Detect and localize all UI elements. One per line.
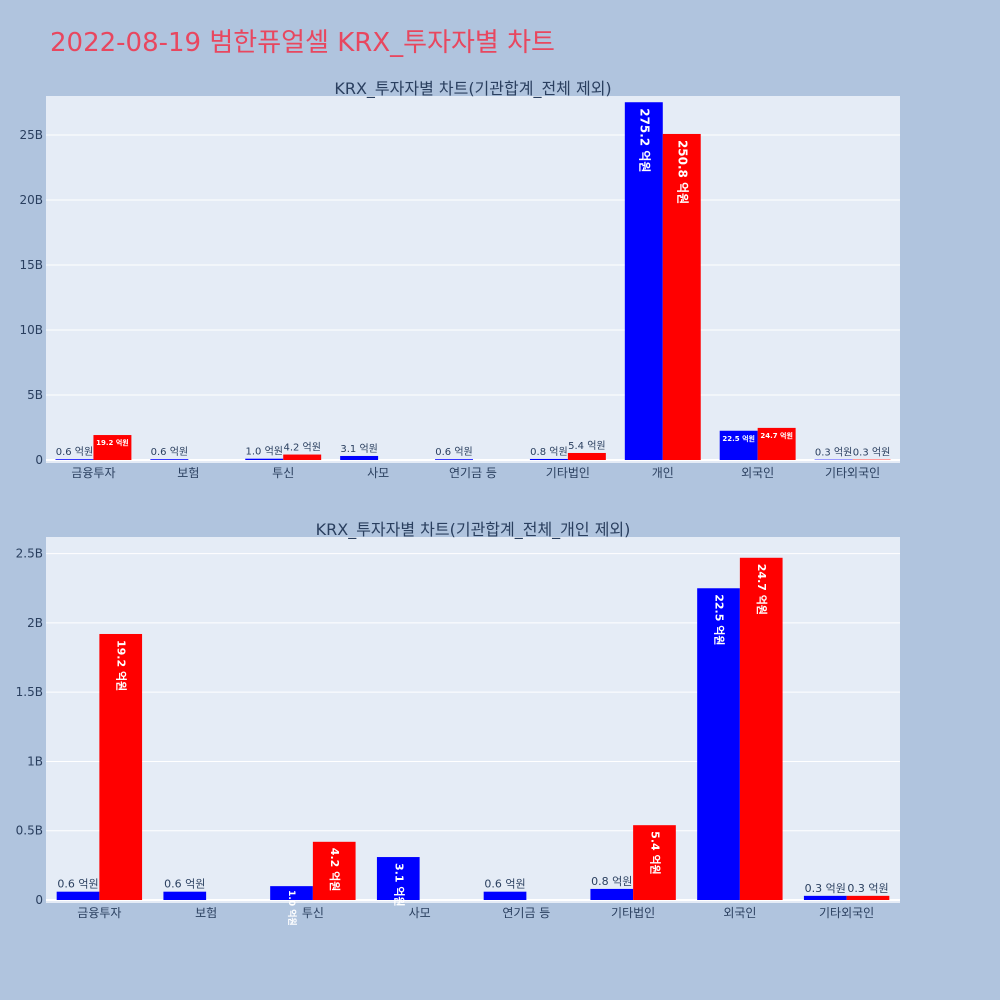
data-label: 0.3 억원 <box>815 447 852 459</box>
x-tick-label: 투신 <box>272 466 294 480</box>
bar <box>662 133 701 460</box>
data-label: 0.6 억원 <box>484 878 525 891</box>
bar <box>567 452 606 460</box>
bar <box>697 588 740 900</box>
y-tick-label: 0 <box>35 893 43 907</box>
x-tick-label: 외국인 <box>741 466 774 480</box>
x-tick-label: 사모 <box>367 466 389 480</box>
x-tick-label: 연기금 등 <box>449 466 497 480</box>
bar <box>150 459 189 460</box>
bar <box>483 891 527 900</box>
y-tick-label: 5B <box>27 388 43 402</box>
bar <box>624 102 663 461</box>
data-label: 0.3 억원 <box>853 447 890 459</box>
data-label: 22.5 억원 <box>722 434 755 443</box>
data-label: 0.6 억원 <box>151 446 188 458</box>
bar <box>590 888 634 900</box>
y-tick-label: 10B <box>19 323 43 337</box>
bar <box>93 435 132 460</box>
bar <box>633 825 676 900</box>
y-tick-label: 2B <box>27 616 43 630</box>
x-tick-label: 기타외국인 <box>819 906 874 920</box>
bar <box>56 891 100 900</box>
data-label: 0.3 억원 <box>847 882 888 895</box>
x-tick-label: 보험 <box>177 466 199 480</box>
bar <box>163 891 207 900</box>
data-label: 0.8 억원 <box>591 875 632 888</box>
bar <box>757 427 796 460</box>
x-tick-label: 투신 <box>302 906 324 920</box>
bar <box>340 455 379 460</box>
bar <box>803 895 847 900</box>
data-label: 24.7 억원 <box>760 431 793 440</box>
x-tick-label: 보험 <box>195 906 217 920</box>
x-tick-label: 기타외국인 <box>825 466 880 480</box>
data-label: 0.8 억원 <box>530 446 567 458</box>
y-tick-label: 15B <box>19 258 43 272</box>
data-label: 0.6 억원 <box>57 878 98 891</box>
data-label: 250.8 억원 <box>675 140 689 204</box>
data-label: 19.2 억원 <box>115 640 129 691</box>
y-tick-label: 0.5B <box>16 824 43 838</box>
data-label: 4.2 억원 <box>328 848 342 892</box>
data-label: 24.7 억원 <box>755 564 769 615</box>
x-tick-label: 개인 <box>652 466 674 480</box>
data-label: 3.1 억원 <box>392 863 406 907</box>
bar <box>529 458 568 460</box>
chart-1: 0 5B 10B 15B 20B 25B KRX_투자자별 차트(기관합계_전체 제외) 금융… <box>19 79 900 480</box>
page-title: 2022-08-19 범한퓨얼셀 KRX_투자자별 차트 <box>50 28 555 58</box>
data-label: 22.5 억원 <box>713 594 727 645</box>
data-label: 4.2 억원 <box>283 442 320 454</box>
y-tick-label: 0 <box>35 453 43 467</box>
bar <box>435 459 473 460</box>
data-label: 19.2 억원 <box>96 438 129 447</box>
data-label: 5.4 억원 <box>568 440 605 452</box>
bar <box>312 841 356 900</box>
y-tick-label: 1.5B <box>16 685 43 699</box>
bar <box>99 633 143 900</box>
data-label: 1.0 억원 <box>246 446 283 458</box>
chart-title: KRX_투자자별 차트(기관합계_전체_개인 제외) <box>316 520 631 540</box>
x-tick-label: 기타법인 <box>546 466 590 480</box>
x-tick-label: 외국인 <box>723 906 756 920</box>
bar <box>270 886 313 900</box>
y-tick-label: 25B <box>19 128 43 142</box>
y-tick-label: 20B <box>19 193 43 207</box>
chart-2: 0 0.5B 1B 1.5B 2B 2.5B KRX_투자자별 차트(기관합계_전체_개인 … <box>16 520 900 926</box>
x-tick-label: 금융투자 <box>71 466 115 480</box>
data-label: 0.6 억원 <box>164 878 205 891</box>
data-label: 1.0 억원 <box>286 890 298 926</box>
plot-background <box>46 96 900 463</box>
data-label: 0.3 억원 <box>805 882 846 895</box>
y-tick-label: 2.5B <box>16 547 43 561</box>
x-tick-label: 연기금 등 <box>502 906 550 920</box>
y-tick-label: 1B <box>27 754 43 768</box>
data-label: 275.2 억원 <box>637 108 651 172</box>
bar <box>719 430 758 460</box>
bar <box>245 458 284 460</box>
data-label: 5.4 억원 <box>648 831 662 875</box>
data-label: 3.1 억원 <box>340 443 377 455</box>
bar <box>283 454 322 460</box>
chart-title: KRX_투자자별 차트(기관합계_전체 제외) <box>334 79 611 99</box>
x-tick-label: 금융투자 <box>77 906 121 920</box>
bar <box>846 895 890 900</box>
bar <box>376 857 420 900</box>
bar <box>55 459 94 460</box>
data-label: 0.6 억원 <box>56 446 93 458</box>
bar <box>739 557 783 900</box>
data-label: 0.6 억원 <box>435 446 472 458</box>
x-tick-label: 사모 <box>409 906 431 920</box>
x-tick-label: 기타법인 <box>611 906 655 920</box>
